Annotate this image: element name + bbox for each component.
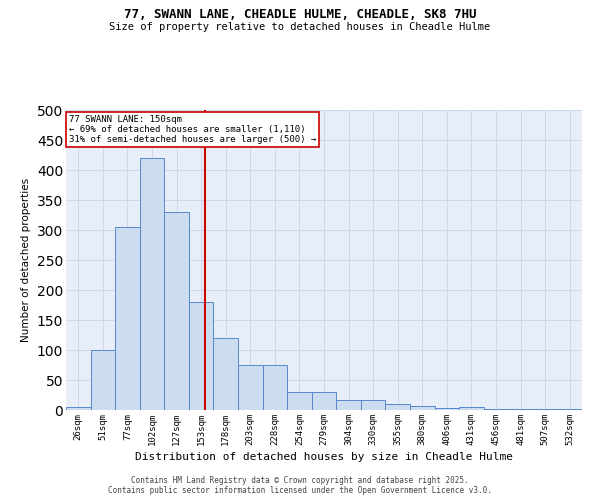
Bar <box>434 408 459 410</box>
Bar <box>164 212 189 410</box>
Text: 77, SWANN LANE, CHEADLE HULME, CHEADLE, SK8 7HU: 77, SWANN LANE, CHEADLE HULME, CHEADLE, … <box>124 8 476 20</box>
Bar <box>140 158 164 410</box>
Bar <box>214 338 238 410</box>
Text: Size of property relative to detached houses in Cheadle Hulme: Size of property relative to detached ho… <box>109 22 491 32</box>
Bar <box>336 400 361 410</box>
Bar <box>410 406 434 410</box>
Bar <box>189 302 214 410</box>
Bar <box>263 365 287 410</box>
Bar <box>385 404 410 410</box>
Bar <box>287 392 312 410</box>
Text: Contains HM Land Registry data © Crown copyright and database right 2025.
Contai: Contains HM Land Registry data © Crown c… <box>108 476 492 495</box>
Bar <box>115 227 140 410</box>
Bar <box>508 409 533 410</box>
Bar <box>91 350 115 410</box>
Bar <box>557 409 582 410</box>
Bar <box>312 392 336 410</box>
Text: 77 SWANN LANE: 150sqm
← 69% of detached houses are smaller (1,110)
31% of semi-d: 77 SWANN LANE: 150sqm ← 69% of detached … <box>68 114 316 144</box>
Bar <box>484 409 508 410</box>
Text: Distribution of detached houses by size in Cheadle Hulme: Distribution of detached houses by size … <box>135 452 513 462</box>
Bar <box>238 365 263 410</box>
Y-axis label: Number of detached properties: Number of detached properties <box>21 178 31 342</box>
Bar <box>66 407 91 410</box>
Bar <box>361 400 385 410</box>
Bar <box>459 407 484 410</box>
